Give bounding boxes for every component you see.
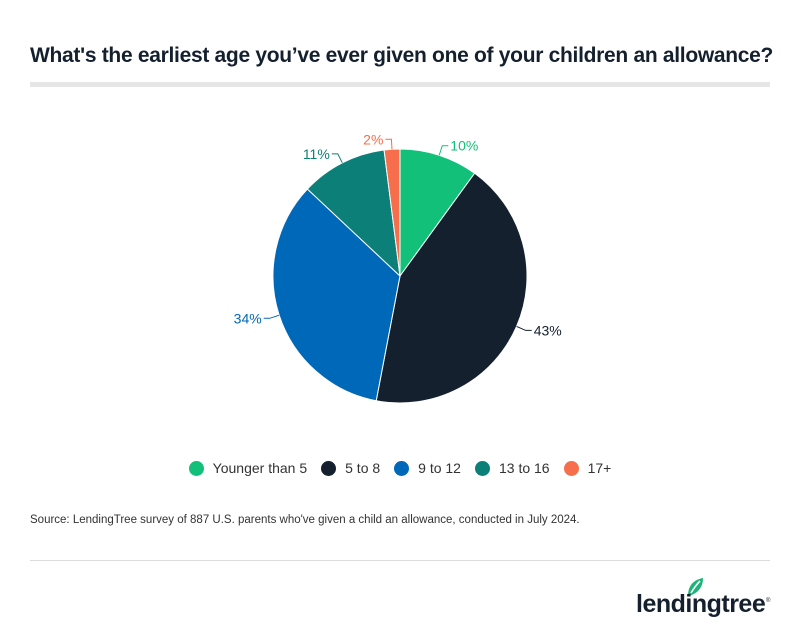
footer-divider [30, 560, 770, 561]
chart-legend: Younger than 5 5 to 8 9 to 12 13 to 16 17+ [0, 460, 800, 476]
data-label: 34% [234, 310, 262, 326]
label-connector [516, 325, 532, 331]
pie-slice-9-to-12 [272, 188, 401, 402]
lendingtree-logo: lendingtree ® [636, 576, 771, 620]
label-connector [263, 314, 280, 319]
label-connector [385, 138, 393, 150]
legend-label: Younger than 5 [212, 460, 308, 476]
leaf-icon [688, 578, 703, 596]
data-label: 11% [303, 146, 330, 162]
legend-label: 17+ [587, 460, 612, 476]
legend-label: 5 to 8 [345, 460, 381, 476]
legend-swatch-icon [321, 460, 337, 476]
title-divider [30, 82, 770, 87]
source-note: Source: LendingTree survey of 887 U.S. p… [30, 514, 580, 526]
legend-swatch-icon [188, 460, 204, 476]
pie-slice-13-to-16 [306, 149, 401, 278]
legend-swatch-icon [563, 460, 579, 476]
pie-slice-5-to-8 [375, 172, 528, 404]
chart-title: What's the earliest age you’ve ever give… [30, 44, 774, 67]
legend-item: 13 to 16 [474, 460, 550, 476]
legend-swatch-icon [474, 460, 490, 476]
legend-item: 17+ [563, 460, 612, 476]
logo-wordmark: lendingtree [636, 590, 766, 618]
pie-slice-younger-than-5 [399, 148, 476, 278]
label-connector [331, 153, 343, 164]
data-label: 2% [363, 131, 383, 147]
legend-item: Younger than 5 [188, 460, 308, 476]
legend-item: 5 to 8 [321, 460, 380, 476]
data-label: 43% [534, 322, 562, 338]
legend-label: 9 to 12 [418, 460, 461, 476]
legend-label: 13 to 16 [498, 460, 550, 476]
label-connector [438, 145, 449, 156]
legend-swatch-icon [394, 460, 410, 476]
registered-mark: ® [766, 598, 771, 604]
data-label: 10% [450, 138, 478, 154]
legend-item: 9 to 12 [394, 460, 461, 476]
